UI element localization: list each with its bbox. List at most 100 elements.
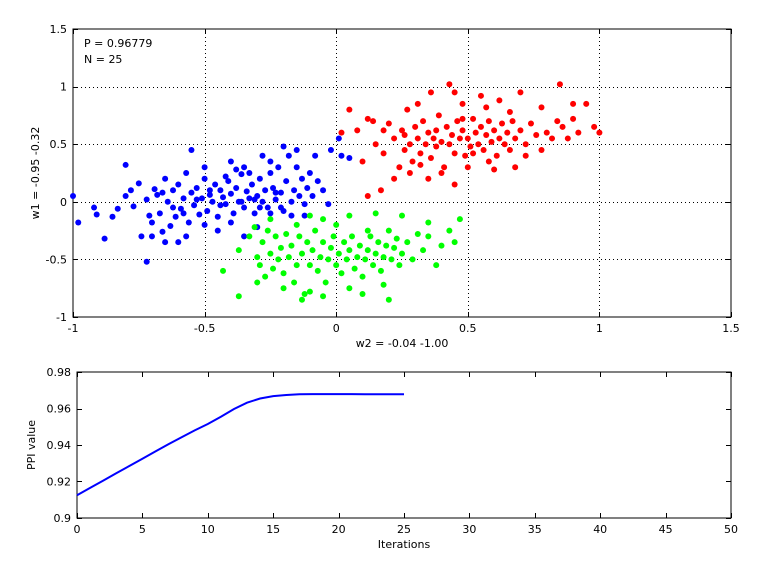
scatter-point (359, 290, 366, 297)
scatter-point (209, 198, 216, 205)
scatter-point (359, 158, 366, 165)
scatter-point (170, 204, 177, 211)
scatter-point (483, 104, 490, 111)
scatter-point (188, 189, 195, 196)
plot-area (72, 28, 732, 318)
scatter-point (406, 141, 413, 148)
scatter-point (380, 281, 387, 288)
x-tick-label: 0 (74, 523, 81, 536)
x-tick-label: 25 (397, 523, 411, 536)
y-axis-label: w1 = -0.95 -0.32 (29, 127, 42, 220)
scatter-point (512, 164, 519, 171)
x-tick-label: 45 (659, 523, 673, 536)
scatter-point (459, 127, 466, 134)
scatter-point (485, 118, 492, 125)
scatter-point (301, 290, 308, 297)
scatter-point (264, 204, 271, 211)
scatter-point (564, 135, 571, 142)
scatter-point (320, 216, 327, 223)
scatter-point (293, 146, 300, 153)
scatter-point (162, 175, 169, 182)
scatter-point (193, 196, 200, 203)
scatter-point (93, 211, 100, 218)
scatter-point (391, 244, 398, 251)
scatter-point (175, 181, 182, 188)
scatter-point (462, 152, 469, 159)
scatter-point (254, 254, 261, 261)
scatter-point (241, 233, 248, 240)
scatter-point (298, 296, 305, 303)
scatter-point (327, 146, 334, 153)
scatter-point (385, 120, 392, 127)
plot-area (76, 371, 732, 519)
scatter-point (325, 201, 332, 208)
scatter-point (122, 193, 129, 200)
scatter-point (138, 233, 145, 240)
scatter-point (346, 285, 353, 292)
scatter-point (459, 115, 466, 122)
scatter-point (383, 242, 390, 249)
scatter-point (409, 256, 416, 263)
x-tick-label: 0 (333, 322, 340, 335)
scatter-point (222, 173, 229, 180)
scatter-point (391, 135, 398, 142)
scatter-point (280, 285, 287, 292)
scatter-point (430, 135, 437, 142)
scatter-point (296, 193, 303, 200)
scatter-point (333, 221, 340, 228)
scatter-point (475, 141, 482, 148)
scatter-point (235, 293, 242, 300)
scatter-point (391, 175, 398, 182)
scatter-point (220, 267, 227, 274)
scatter-point (438, 138, 445, 145)
x-tick-label: 15 (266, 523, 280, 536)
scatter-point (283, 178, 290, 185)
scatter-point (227, 219, 234, 226)
scatter-point (143, 196, 150, 203)
scatter-point (312, 152, 319, 159)
scatter-point (327, 244, 334, 251)
scatter-point (285, 254, 292, 261)
scatter-point (338, 152, 345, 159)
scatter-point (380, 127, 387, 134)
scatter-point (148, 233, 155, 240)
ppi-curve (76, 393, 404, 497)
scatter-point (533, 131, 540, 138)
scatter-point (338, 270, 345, 277)
scatter-point (348, 233, 355, 240)
scatter-point (396, 164, 403, 171)
x-tick-label: 20 (332, 523, 346, 536)
scatter-point (527, 120, 534, 127)
scatter-point (212, 181, 219, 188)
scatter-point (309, 193, 316, 200)
scatter-point (238, 198, 245, 205)
scatter-point (241, 204, 248, 211)
scatter-point (201, 164, 208, 171)
scatter-plot: -1 -0.5 0 0.5 1 1.5 -1 -0.5 0 0.5 1 1.5 w2 = -0.04 -… (29, 23, 740, 350)
scatter-point (296, 233, 303, 240)
scatter-point (217, 202, 224, 209)
scatter-point (293, 221, 300, 228)
scatter-point (312, 227, 319, 234)
scatter-point (172, 213, 179, 220)
scatter-point (412, 123, 419, 130)
scatter-point (291, 187, 298, 194)
scatter-point (346, 106, 353, 113)
y-tick-label: -0.5 (46, 253, 67, 266)
scatter-point (477, 123, 484, 130)
scatter-point (193, 184, 200, 191)
scatter-point (204, 208, 211, 215)
scatter-point (346, 247, 353, 254)
scatter-point (206, 191, 213, 198)
scatter-point (446, 227, 453, 234)
scatter-point (164, 198, 171, 205)
scatter-point (267, 158, 274, 165)
scatter-point (417, 161, 424, 168)
scatter-point (306, 288, 313, 295)
scatter-point (246, 170, 253, 176)
scatter-point (517, 89, 524, 96)
scatter-point (156, 210, 163, 217)
scatter-point (298, 250, 305, 257)
scatter-point (591, 123, 598, 130)
scatter-point (522, 152, 529, 159)
